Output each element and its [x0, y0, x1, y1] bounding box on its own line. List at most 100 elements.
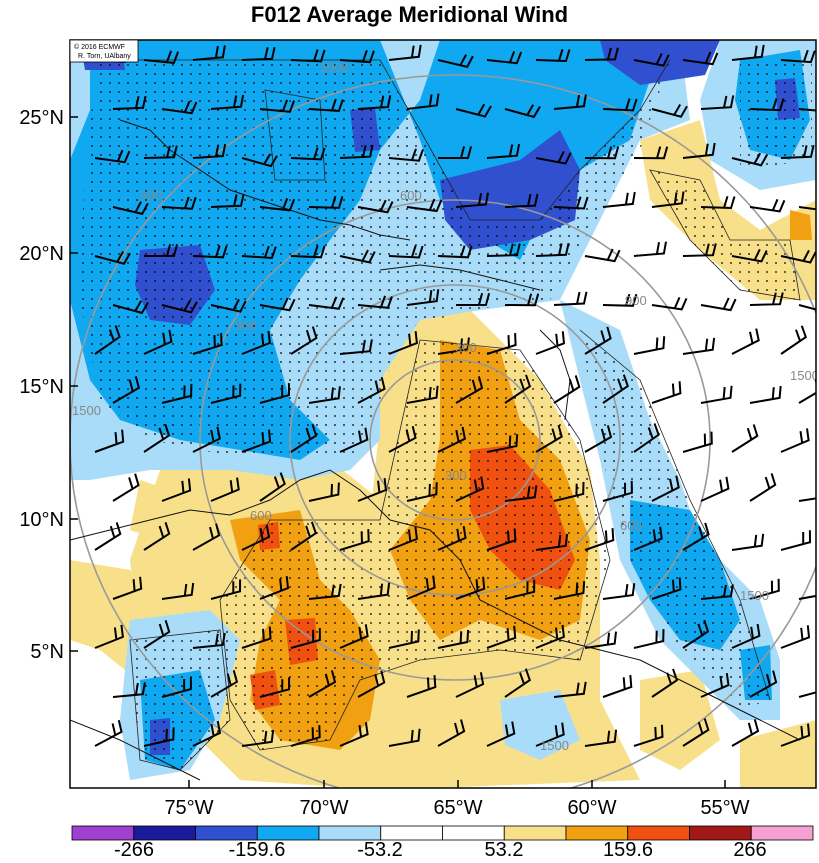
wind-barb	[780, 428, 810, 453]
lat-label-5n: 5°N	[30, 641, 64, 663]
wind-barb	[455, 476, 485, 502]
wind-barb	[553, 481, 585, 502]
wind-barb	[210, 94, 245, 110]
wind-barb	[406, 482, 438, 502]
wind-barb	[308, 670, 337, 698]
wind-barb	[161, 299, 198, 314]
wind-barb	[210, 670, 239, 698]
wind-barb	[143, 244, 179, 257]
wind-barb	[437, 525, 467, 551]
wind-barb	[406, 198, 443, 213]
credit-line-1: © 2016 ECMWF	[74, 43, 125, 51]
map-border	[69, 39, 817, 789]
contour-label-900-west: 900	[235, 318, 257, 333]
colorbar-label-0: -266	[114, 839, 154, 861]
wind-barb	[339, 427, 369, 453]
wind-barb	[143, 329, 173, 355]
wind-barb	[798, 379, 816, 404]
wind-barb	[112, 201, 149, 216]
wind-barb	[486, 333, 517, 355]
wind-barb	[798, 108, 816, 112]
wind-barb	[210, 298, 247, 313]
wind-barb	[584, 47, 619, 61]
wind-barb	[780, 723, 811, 747]
wind-barb	[700, 584, 734, 600]
lon-label-55w: 55°W	[700, 797, 749, 819]
wind-barb	[241, 626, 272, 649]
wind-barb	[602, 583, 636, 600]
colorbar-swatch	[750, 825, 814, 841]
colorbar-swatch	[627, 825, 690, 841]
wind-barb	[682, 142, 716, 159]
wind-barb	[241, 524, 271, 551]
wind-barb	[161, 677, 192, 698]
wind-barb	[633, 336, 666, 355]
wind-barb	[535, 242, 570, 257]
wind-barb	[112, 682, 146, 698]
wind-barb	[584, 729, 618, 747]
wind-barb	[161, 582, 195, 600]
wind-barb	[259, 472, 286, 502]
wind-barb	[584, 631, 617, 649]
wind-barb	[437, 245, 473, 259]
wind-barb	[388, 245, 424, 259]
wind-barb	[535, 331, 566, 355]
wind-barb	[192, 426, 221, 453]
wind-barb	[504, 293, 540, 307]
wind-barb	[731, 44, 765, 61]
wind-barb	[406, 93, 440, 110]
wind-barb	[486, 625, 517, 649]
wind-barb	[192, 45, 226, 61]
wind-barb	[700, 476, 730, 502]
wind-barb	[161, 478, 192, 502]
wind-barb	[602, 480, 633, 502]
stipple-pattern	[80, 60, 812, 770]
wind-barb	[700, 297, 737, 312]
wind-barb	[584, 528, 615, 551]
wind-barb	[504, 193, 539, 208]
wind-barb	[143, 50, 180, 64]
wind-barb	[112, 576, 143, 600]
lat-label-25n: 25°N	[19, 107, 64, 129]
wind-barb	[241, 153, 278, 168]
wind-barb	[651, 297, 688, 311]
wind-barb	[406, 385, 439, 404]
wind-barb	[731, 248, 768, 263]
colorbar-label-4: 159.6	[603, 839, 653, 861]
wind-barb	[161, 100, 198, 115]
wind-barb	[94, 522, 122, 551]
wind-barb	[192, 720, 222, 747]
wind-barb	[602, 374, 629, 404]
contour-label-1500-north: 1500	[320, 60, 349, 75]
wind-barb	[535, 150, 572, 165]
wind-barb	[388, 629, 420, 649]
wind-barb	[308, 482, 340, 502]
contour-label-900-east: 900	[625, 293, 647, 308]
wind-barb	[259, 198, 296, 212]
wind-barb	[339, 624, 369, 649]
colorbar-swatch	[71, 825, 135, 841]
wind-barb	[241, 729, 275, 747]
wind-barb	[406, 675, 437, 698]
wind-barb	[241, 330, 271, 355]
wind-barb	[210, 579, 242, 600]
wind-barb	[94, 149, 131, 164]
wind-barb	[798, 304, 816, 311]
wind-barb	[651, 191, 685, 208]
lat-label-20n: 20°N	[19, 243, 64, 265]
wind-barb	[682, 243, 717, 257]
colorbar-swatch	[195, 825, 258, 841]
wind-barb	[357, 295, 393, 309]
contour-label-300-north: 300	[455, 340, 477, 355]
wind-barb	[486, 50, 523, 65]
wind-barb	[406, 289, 440, 306]
wind-barb	[112, 95, 147, 110]
wind-barb	[290, 423, 318, 453]
wind-barb	[651, 577, 682, 600]
lon-label-70w: 70°W	[299, 797, 348, 819]
wind-barb	[94, 624, 124, 649]
wind-barb	[602, 293, 638, 307]
wind-barb	[700, 385, 733, 404]
wind-barb	[553, 291, 588, 306]
wind-barb	[339, 339, 373, 355]
